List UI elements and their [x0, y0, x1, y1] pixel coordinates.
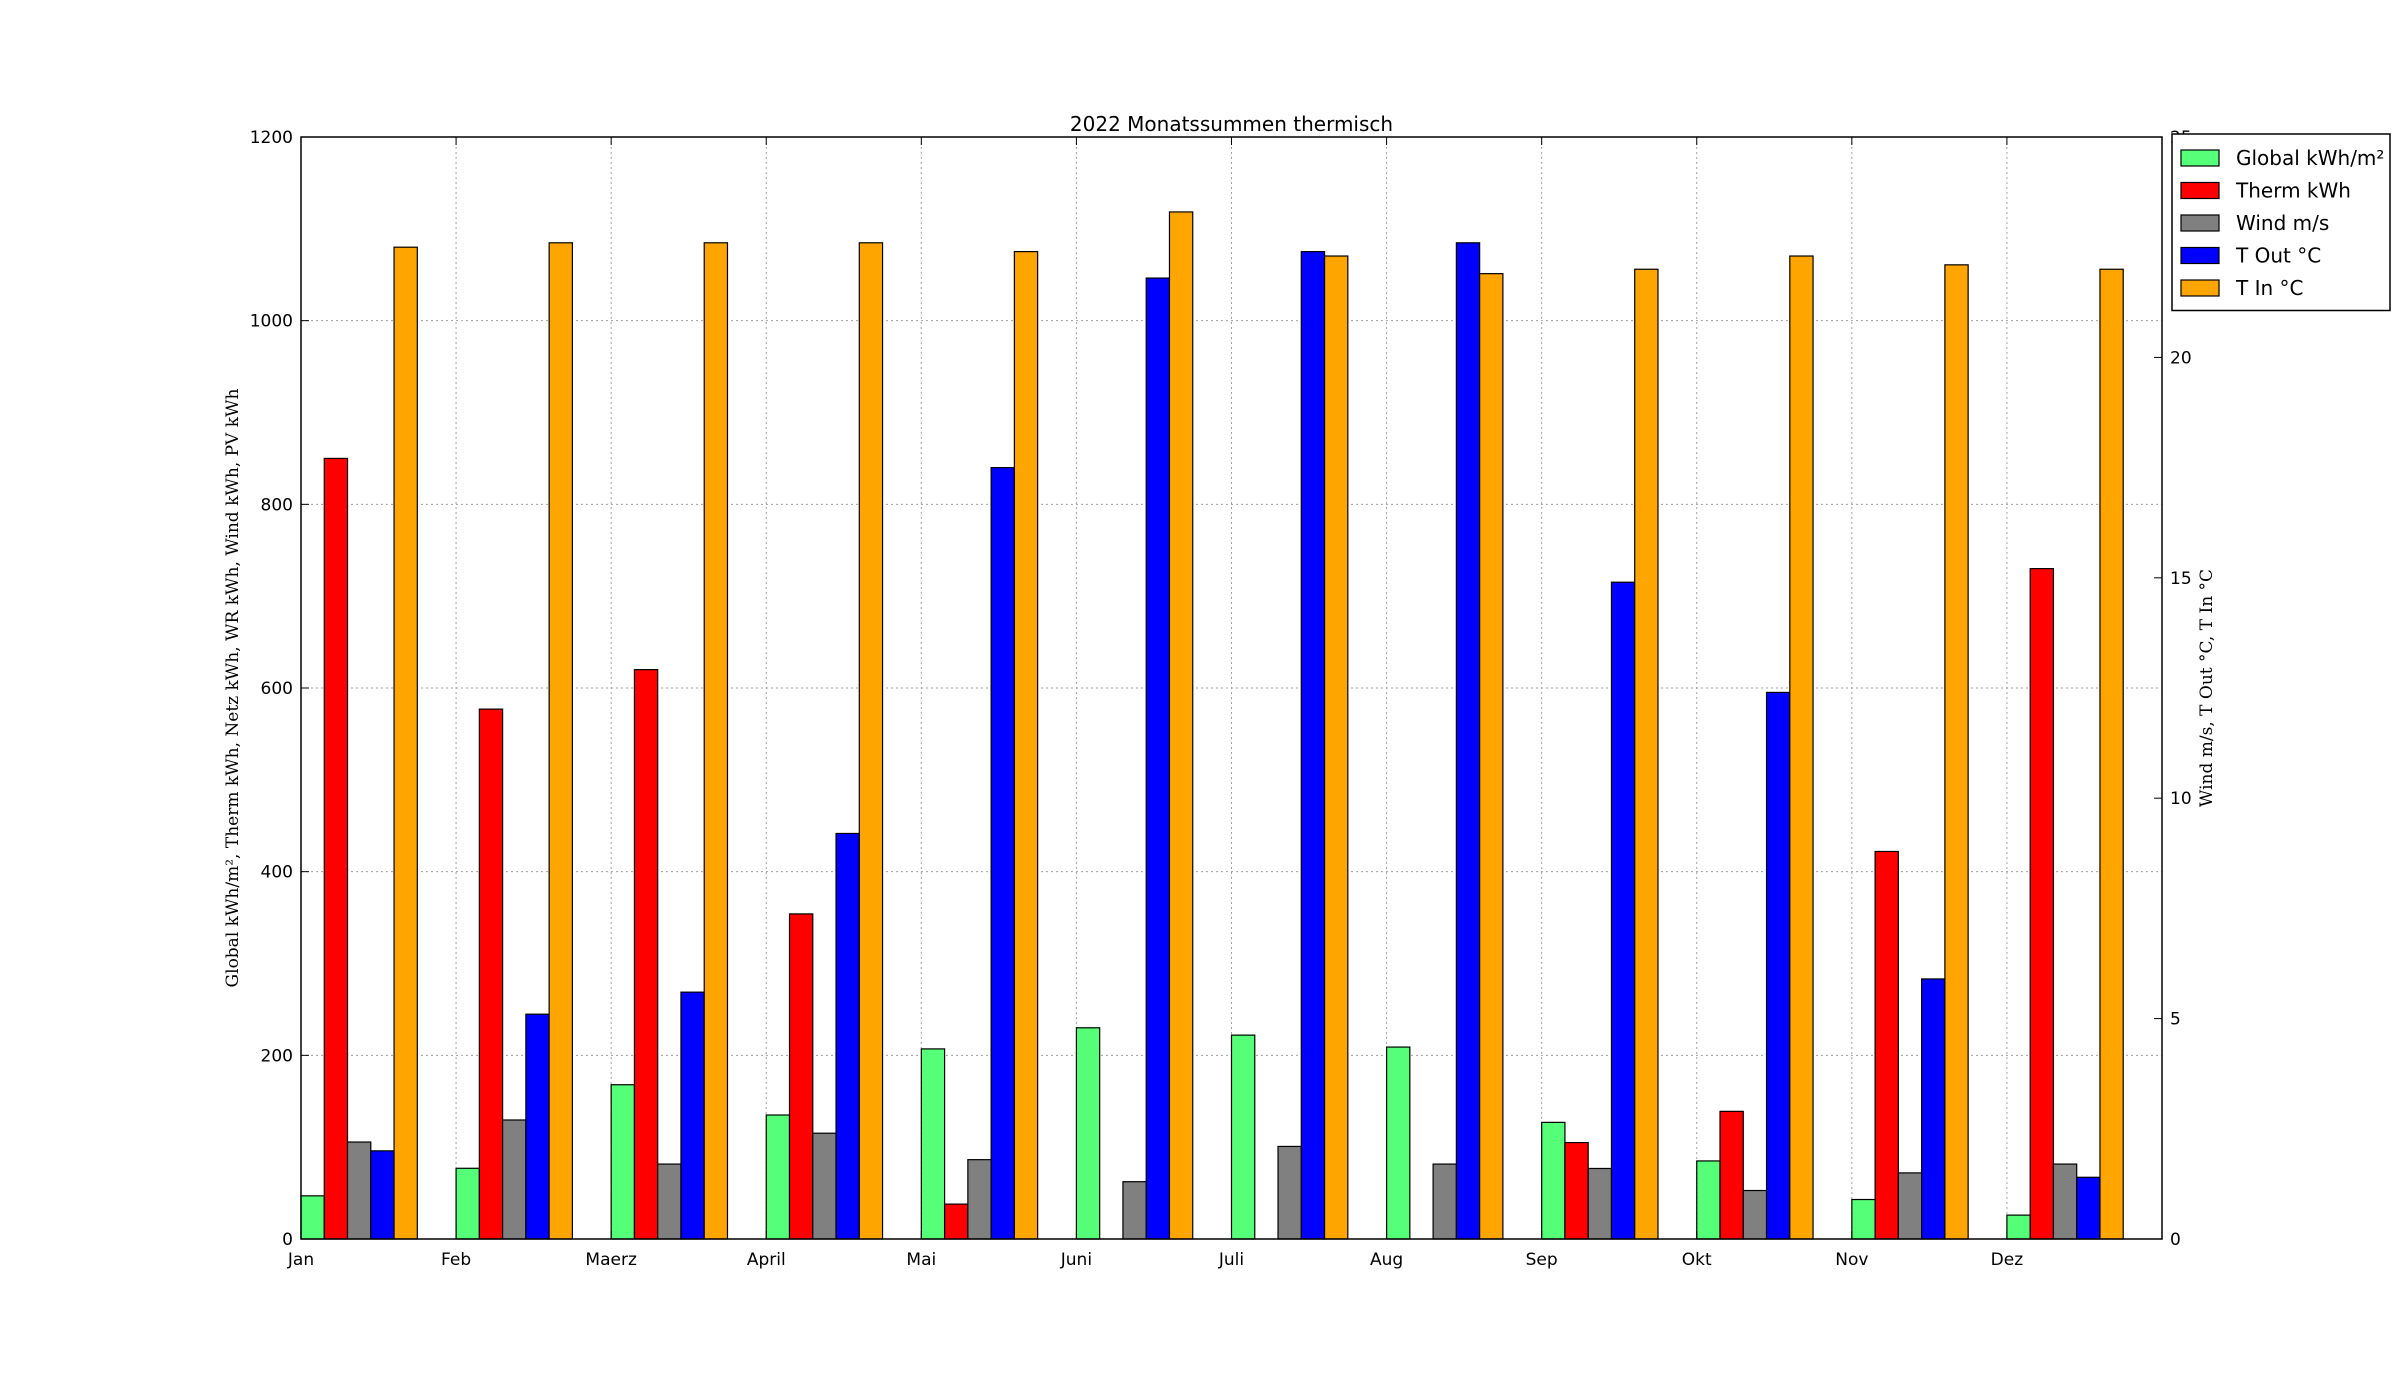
y-axis-label-right: Wind m/s, T Out °C, T In °C [2197, 569, 2217, 807]
bar-4-feb [548, 242, 573, 1240]
bar-1-jan [323, 457, 349, 1240]
y-tick-label-left: 1200 [250, 128, 293, 148]
legend-swatch [2180, 279, 2220, 297]
bar-4-dez [2099, 268, 2124, 1240]
bar-3-feb [525, 1013, 550, 1240]
legend-swatch [2180, 181, 2220, 200]
bar-1-mai [943, 1203, 969, 1240]
x-tick-label: Juni [1060, 1250, 1092, 1270]
bar-1-feb [478, 708, 504, 1240]
bar-4-april [858, 242, 884, 1240]
x-tick-label: Nov [1835, 1250, 1868, 1270]
bar-0-nov [1851, 1198, 1876, 1240]
bar-0-maerz [610, 1084, 636, 1240]
legend: Global kWh/m² Therm kWh Wind m/s T Out °C T … [2171, 133, 2391, 312]
bar-2-sep [1587, 1167, 1613, 1240]
legend-label: Global kWh/m² [2236, 146, 2384, 170]
bar-4-maerz [703, 242, 729, 1240]
bar-2-mai [967, 1159, 992, 1240]
legend-label: T In °C [2235, 276, 2303, 300]
bar-4-nov [1944, 264, 1969, 1240]
bar-4-sep [1634, 268, 1659, 1240]
x-tick-label: Okt [1682, 1250, 1712, 1270]
legend-swatch [2180, 149, 2220, 167]
x-tick-label: April [747, 1250, 786, 1270]
y-tick-label-right: 10 [2170, 789, 2192, 809]
bar-1-nov [1874, 850, 1899, 1240]
x-tick-label: Dez [1991, 1250, 2024, 1270]
legend-swatch [2180, 214, 2220, 232]
bar-2-feb [502, 1119, 527, 1240]
bar-4-mai [1013, 251, 1039, 1240]
legend-label: T Out °C [2235, 244, 2321, 268]
bar-2-nov [1897, 1172, 1923, 1240]
legend-label: Wind m/s [2236, 211, 2329, 235]
bar-3-juli [1300, 251, 1326, 1240]
bar-2-okt [1742, 1189, 1768, 1240]
bar-2-dez [2052, 1163, 2078, 1240]
y-tick-label-right: 15 [2170, 569, 2192, 589]
bar-4-okt [1789, 255, 1814, 1240]
ticks: Jan Feb Maerz April Mai Juni Juli Aug Sep Okt Nov D… [250, 128, 2192, 1270]
x-tick-label: Aug [1370, 1250, 1403, 1270]
bar-2-april [812, 1132, 837, 1240]
bar-3-juni [1145, 277, 1171, 1240]
bar-3-aug [1455, 242, 1481, 1240]
bar-3-jan [370, 1150, 395, 1240]
bar-3-dez [2076, 1176, 2101, 1240]
bar-3-okt [1765, 691, 1791, 1240]
bar-2-aug [1432, 1163, 1457, 1240]
bar-0-mai [920, 1048, 946, 1240]
y-tick-label-left: 400 [261, 863, 293, 883]
y-tick-label-left: 600 [261, 679, 293, 699]
legend-swatch [2180, 246, 2220, 265]
legend-label: Therm kWh [2235, 179, 2351, 203]
bar-4-jan [393, 246, 418, 1240]
bar-0-sep [1541, 1121, 1566, 1240]
y-tick-label-left: 200 [261, 1046, 293, 1066]
bar-4-aug [1479, 273, 1504, 1240]
bars [300, 211, 2124, 1240]
y-tick-label-left: 0 [282, 1230, 293, 1250]
x-tick-label: Mai [906, 1250, 936, 1270]
bar-0-april [765, 1114, 791, 1240]
bar-3-sep [1610, 581, 1636, 1240]
bar-2-juni [1122, 1181, 1147, 1240]
bar-0-juni [1075, 1027, 1101, 1240]
bar-2-juli [1277, 1145, 1302, 1240]
bar-1-maerz [633, 669, 659, 1240]
bar-3-maerz [680, 991, 705, 1240]
bar-1-okt [1719, 1110, 1744, 1240]
bar-3-mai [990, 467, 1015, 1240]
bar-4-juni [1168, 211, 1194, 1240]
bar-0-juli [1230, 1034, 1256, 1240]
y-tick-label-left: 800 [261, 495, 293, 515]
y-tick-label-right: 0 [2170, 1230, 2181, 1250]
y-axis-label-left: Global kWh/m², Therm kWh, Netz kWh, WR k… [223, 388, 243, 987]
x-tick-label: Feb [441, 1250, 471, 1270]
bar-3-nov [1921, 978, 1946, 1240]
y-tick-label-right: 20 [2170, 348, 2192, 368]
bar-1-dez [2029, 568, 2055, 1240]
bar-0-dez [2006, 1214, 2031, 1240]
x-tick-label: Jan [287, 1250, 314, 1270]
bar-4-juli [1323, 255, 1349, 1240]
y-tick-label-left: 1000 [250, 312, 293, 332]
bar-0-okt [1696, 1160, 1721, 1240]
bar-3-april [835, 832, 860, 1240]
bar-1-april [788, 913, 814, 1240]
x-tick-label: Maerz [585, 1250, 637, 1270]
x-tick-label: Juli [1218, 1250, 1244, 1270]
x-tick-label: Sep [1526, 1250, 1558, 1270]
bar-0-jan [300, 1195, 325, 1240]
bar-0-feb [455, 1167, 480, 1240]
chart-title: 2022 Monatssummen thermisch [1070, 112, 1393, 136]
bar-2-maerz [657, 1163, 682, 1240]
bar-2-jan [346, 1141, 372, 1240]
y-tick-label-right: 5 [2170, 1010, 2181, 1030]
grid [301, 137, 2162, 1239]
bar-0-aug [1385, 1046, 1411, 1240]
bar-1-sep [1564, 1141, 1589, 1240]
